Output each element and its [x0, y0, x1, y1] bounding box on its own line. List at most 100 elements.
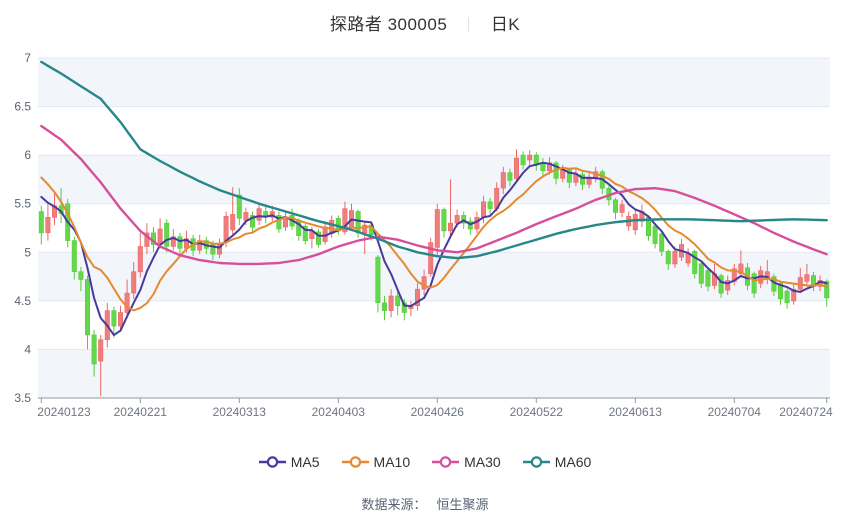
candle-down	[461, 215, 467, 224]
legend-marker-icon	[522, 456, 550, 468]
candle-down	[401, 302, 407, 313]
candle-up	[500, 172, 506, 189]
candle-down	[612, 199, 618, 213]
candle-down	[315, 231, 321, 245]
candle-down	[566, 169, 572, 183]
candle-up	[137, 246, 143, 273]
candle-up	[230, 214, 236, 231]
candle-up	[447, 222, 453, 232]
candle-up	[256, 208, 262, 221]
title-separator: ｜	[461, 17, 477, 34]
y-axis-label: 4.5	[14, 294, 31, 308]
y-axis-label: 5.5	[14, 197, 31, 211]
candle-up	[124, 292, 130, 313]
y-axis-label: 6	[24, 148, 31, 162]
candle-up	[362, 224, 368, 234]
candle-up	[619, 204, 625, 213]
candle-up	[223, 216, 229, 242]
y-axis-label: 3.5	[14, 391, 31, 405]
y-axis-label: 7	[24, 51, 31, 65]
candle-up	[725, 280, 731, 291]
candle-down	[177, 236, 183, 249]
chart-title: 探路者 300005 ｜ 日K	[0, 10, 850, 35]
data-source-prefix: 数据来源：	[361, 497, 427, 512]
candle-down	[520, 154, 526, 166]
candle-down	[579, 174, 585, 185]
candle-up	[454, 215, 460, 224]
candle-up	[434, 209, 440, 248]
candle-down	[38, 211, 44, 234]
legend-item-ma10[interactable]: MA10	[341, 454, 411, 470]
candle-down	[85, 279, 91, 336]
candle-down	[487, 201, 493, 209]
x-axis-label: 20240123	[37, 405, 91, 419]
data-source-name: 恒生聚源	[436, 497, 489, 512]
x-axis-label: 20240724	[779, 405, 833, 419]
legend-marker-icon	[432, 456, 460, 468]
candle-up	[144, 232, 150, 247]
x-axis-label: 20240426	[411, 405, 465, 419]
candle-up	[243, 212, 249, 221]
candle-up	[98, 339, 104, 362]
ma5-line	[40, 161, 828, 337]
candle-down	[659, 233, 665, 252]
candle-down	[692, 251, 698, 274]
x-axis-label: 20240313	[213, 405, 267, 419]
candle-down	[665, 251, 671, 265]
candle-down	[91, 334, 97, 365]
candle-down	[71, 240, 77, 273]
candle-up	[480, 201, 486, 218]
data-source: 数据来源： 恒生聚源	[0, 494, 850, 513]
candle-up	[527, 154, 533, 161]
candle-down	[718, 275, 724, 294]
candle-up	[421, 276, 427, 290]
ma60-line	[40, 60, 828, 260]
candle-down	[507, 172, 513, 181]
candle-down	[250, 215, 256, 228]
legend-item-ma60[interactable]: MA60	[522, 454, 591, 470]
candle-up	[428, 242, 434, 275]
candle-up	[513, 157, 519, 179]
x-axis-label: 20240613	[609, 405, 663, 419]
candle-down	[777, 283, 783, 300]
legend-label: MA10	[373, 454, 411, 470]
candle-down	[395, 295, 401, 306]
candle-down	[705, 270, 711, 287]
legend-item-ma30[interactable]: MA30	[432, 454, 501, 470]
candle-up	[45, 217, 51, 234]
candle-up	[118, 312, 124, 327]
candle-down	[751, 273, 757, 294]
candle-up	[342, 208, 348, 233]
candle-up	[282, 218, 288, 228]
candle-up	[414, 288, 420, 307]
legend-label: MA5	[290, 454, 320, 470]
x-axis-label: 20240522	[510, 405, 564, 419]
period-label: 日K	[490, 15, 521, 34]
candle-down	[784, 290, 790, 304]
candle-down	[302, 225, 308, 242]
candle-down	[355, 211, 361, 234]
candle-down	[78, 271, 84, 280]
candle-up	[131, 271, 137, 294]
candle-down	[698, 263, 704, 284]
candle-up	[632, 214, 638, 231]
legend-marker-icon	[341, 456, 369, 468]
legend-marker-icon	[258, 456, 286, 468]
split-band	[38, 58, 830, 107]
ma10-line	[40, 166, 828, 312]
candle-down	[375, 256, 381, 304]
legend-item-ma5[interactable]: MA5	[258, 454, 320, 470]
candle-down	[441, 209, 447, 232]
kline-chart: 7 6.5 6 5.5 5 4.5 4 3.5 20240123 20240221 20240313…	[14, 51, 833, 419]
split-band	[38, 349, 830, 398]
candle-up	[672, 251, 678, 265]
candle-up	[170, 236, 176, 247]
x-axis-label: 20240704	[708, 405, 762, 419]
candle-up	[157, 228, 163, 245]
x-axis-label: 20240221	[114, 405, 168, 419]
candle-up	[738, 263, 744, 274]
candle-down	[111, 310, 117, 327]
y-axis-label: 5	[24, 245, 31, 259]
candle-up	[804, 274, 810, 282]
